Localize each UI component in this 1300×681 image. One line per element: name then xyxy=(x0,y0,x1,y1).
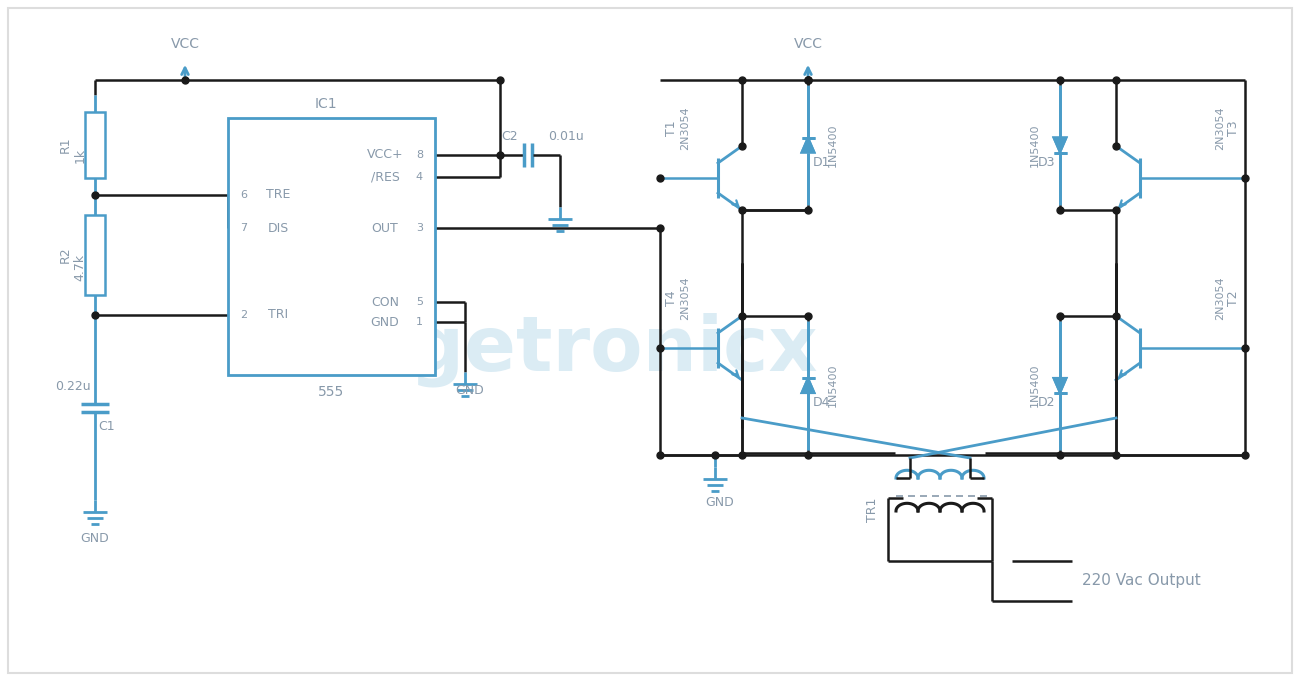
Text: GND: GND xyxy=(370,315,399,328)
Text: C2: C2 xyxy=(502,131,519,144)
Text: 1N5400: 1N5400 xyxy=(1030,123,1040,167)
Text: 1: 1 xyxy=(416,317,422,327)
Text: 0.01u: 0.01u xyxy=(549,131,584,144)
Text: D2: D2 xyxy=(1037,396,1056,409)
FancyBboxPatch shape xyxy=(84,215,105,295)
Bar xyxy=(227,118,436,375)
Text: 3: 3 xyxy=(416,223,422,233)
Text: CON: CON xyxy=(370,296,399,308)
Polygon shape xyxy=(1053,138,1066,153)
FancyBboxPatch shape xyxy=(84,112,105,178)
Text: TR1: TR1 xyxy=(866,498,879,522)
Text: DIS: DIS xyxy=(268,221,289,234)
Text: 7: 7 xyxy=(240,223,247,233)
Text: VCC: VCC xyxy=(793,37,823,51)
Text: 8: 8 xyxy=(416,150,422,160)
Text: 5: 5 xyxy=(416,297,422,307)
Text: T2: T2 xyxy=(1227,290,1240,306)
Text: VCC: VCC xyxy=(170,37,199,51)
Text: 220 Vac Output: 220 Vac Output xyxy=(1082,573,1201,588)
Text: 6: 6 xyxy=(240,190,247,200)
Text: T3: T3 xyxy=(1227,120,1240,136)
Text: T1: T1 xyxy=(666,120,679,136)
Text: 2N3054: 2N3054 xyxy=(1216,106,1225,150)
Text: GND: GND xyxy=(81,531,109,545)
Text: D4: D4 xyxy=(812,396,831,409)
Polygon shape xyxy=(802,138,815,153)
Text: VCC+: VCC+ xyxy=(367,148,403,161)
Text: 1N5400: 1N5400 xyxy=(1030,363,1040,407)
Text: 1N5400: 1N5400 xyxy=(828,363,838,407)
Polygon shape xyxy=(1053,378,1066,393)
Text: IC1: IC1 xyxy=(315,97,337,111)
Text: D1: D1 xyxy=(812,157,831,170)
Text: 2: 2 xyxy=(240,310,247,320)
Text: 4.7k: 4.7k xyxy=(74,253,87,281)
Text: 0.22u: 0.22u xyxy=(55,381,91,394)
Text: R1: R1 xyxy=(58,137,72,153)
Text: Gadgetronicx: Gadgetronicx xyxy=(242,313,818,387)
Polygon shape xyxy=(802,378,815,393)
Text: 555: 555 xyxy=(318,385,344,399)
Polygon shape xyxy=(802,378,815,393)
Text: GND: GND xyxy=(455,383,485,396)
Text: C1: C1 xyxy=(99,420,116,434)
Text: /RES: /RES xyxy=(370,170,399,183)
Text: TRI: TRI xyxy=(268,308,289,321)
Polygon shape xyxy=(1053,138,1066,153)
Text: GND: GND xyxy=(706,496,734,509)
Text: 1N5400: 1N5400 xyxy=(828,123,838,167)
Text: OUT: OUT xyxy=(372,221,398,234)
Polygon shape xyxy=(802,138,815,153)
Text: 4: 4 xyxy=(416,172,422,182)
Text: D3: D3 xyxy=(1037,157,1056,170)
Text: TRE: TRE xyxy=(265,189,290,202)
Text: 1k: 1k xyxy=(74,148,87,163)
Text: T4: T4 xyxy=(666,290,679,306)
Text: R2: R2 xyxy=(58,247,72,264)
Text: 2N3054: 2N3054 xyxy=(1216,276,1225,320)
Text: 2N3054: 2N3054 xyxy=(680,106,690,150)
Polygon shape xyxy=(1053,378,1066,393)
Text: 2N3054: 2N3054 xyxy=(680,276,690,320)
